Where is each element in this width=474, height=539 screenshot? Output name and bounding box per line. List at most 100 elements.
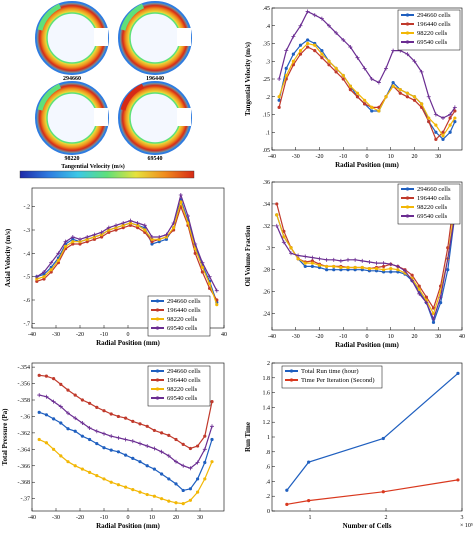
data-point — [367, 260, 372, 265]
data-point — [42, 277, 46, 281]
data-point — [174, 437, 178, 442]
y-tick-label: .05 — [263, 148, 271, 154]
data-point — [80, 398, 84, 402]
x-tick-label: -30 — [292, 154, 300, 160]
data-point — [203, 434, 207, 438]
x-exponent-label: × 10⁵ — [460, 523, 473, 529]
data-point — [296, 253, 301, 258]
x-tick-label: 30 — [197, 515, 203, 521]
data-point — [281, 240, 286, 245]
x-tick-label: 0 — [366, 154, 369, 160]
data-point — [210, 424, 214, 429]
data-point — [303, 254, 308, 259]
legend-marker — [155, 326, 160, 330]
data-point — [289, 246, 293, 250]
y-tick-label: -.5 — [24, 275, 31, 281]
x-tick-label: 0 — [127, 515, 130, 521]
x-tick-label: -20 — [316, 334, 324, 340]
data-point — [150, 235, 154, 239]
data-point — [412, 59, 417, 64]
data-point — [116, 450, 120, 454]
data-point — [341, 77, 345, 81]
data-point — [63, 239, 68, 244]
y-tick-label: 0 — [267, 509, 270, 515]
data-point — [78, 237, 82, 242]
legend-marker — [405, 196, 410, 200]
data-point — [157, 240, 161, 244]
y-tick-label: .28 — [263, 268, 271, 274]
data-point — [355, 55, 360, 60]
y-tick-label: -.354 — [18, 365, 31, 371]
y-tick-label: -.368 — [18, 480, 31, 486]
y-tick-label: 1.6 — [263, 391, 271, 397]
data-point — [410, 273, 414, 277]
data-point — [109, 480, 113, 484]
data-point — [114, 228, 118, 232]
data-point — [51, 399, 56, 404]
data-point — [167, 477, 171, 481]
data-point — [107, 228, 111, 232]
data-point — [164, 232, 169, 237]
data-point — [363, 102, 367, 106]
data-point — [210, 460, 214, 464]
data-point — [360, 268, 364, 272]
data-point — [66, 388, 70, 392]
data-point — [298, 49, 303, 53]
data-point — [427, 120, 431, 124]
data-point — [317, 265, 322, 270]
data-point — [178, 193, 183, 197]
data-point — [277, 98, 281, 102]
data-point — [143, 228, 147, 232]
y-tick-label: .4 — [266, 479, 271, 485]
data-point — [374, 261, 379, 266]
data-point — [135, 221, 140, 225]
legend-marker — [155, 396, 160, 400]
legend-marker — [405, 22, 410, 26]
y-tick-label: -.366 — [18, 464, 31, 470]
data-point — [160, 497, 164, 501]
data-point — [377, 109, 381, 113]
contour-label-98220: 98220 — [65, 156, 80, 162]
data-point — [348, 88, 352, 92]
data-point — [362, 66, 367, 71]
data-point — [284, 73, 288, 78]
data-point — [448, 130, 452, 134]
y-tick-label: .2 — [266, 95, 271, 101]
legend-marker — [155, 378, 160, 382]
data-point — [303, 264, 307, 269]
legend-label: 69540 cells — [417, 39, 448, 46]
data-point — [152, 446, 157, 451]
data-point — [381, 490, 385, 494]
data-point — [85, 237, 89, 241]
y-tick-label: .32 — [263, 224, 271, 230]
data-point — [73, 464, 77, 468]
data-point — [150, 242, 154, 246]
data-point — [441, 116, 445, 121]
data-point — [431, 306, 436, 310]
data-point — [150, 237, 154, 241]
x-tick-label: 3 — [461, 515, 464, 521]
data-point — [420, 102, 424, 106]
data-point — [92, 237, 96, 241]
x-tick-label: -30 — [52, 515, 60, 521]
data-point — [275, 202, 279, 206]
y-tick-label: 1.8 — [263, 376, 271, 382]
data-point — [128, 221, 132, 225]
data-point — [282, 235, 286, 239]
x-tick-label: 10 — [388, 154, 394, 160]
data-point — [445, 256, 450, 261]
contour-disc-69540 — [118, 81, 192, 155]
data-point — [109, 448, 113, 452]
data-point — [306, 41, 310, 46]
data-point — [160, 431, 164, 435]
x-axis-label: Radial Position (mm) — [96, 522, 160, 530]
x-tick-label: -40 — [28, 515, 36, 521]
data-point — [296, 257, 300, 261]
data-point — [124, 453, 128, 457]
data-point — [116, 483, 120, 487]
data-point — [285, 488, 289, 492]
data-point — [341, 73, 345, 78]
data-point — [313, 49, 317, 53]
data-point — [181, 442, 185, 446]
data-point — [346, 257, 350, 262]
